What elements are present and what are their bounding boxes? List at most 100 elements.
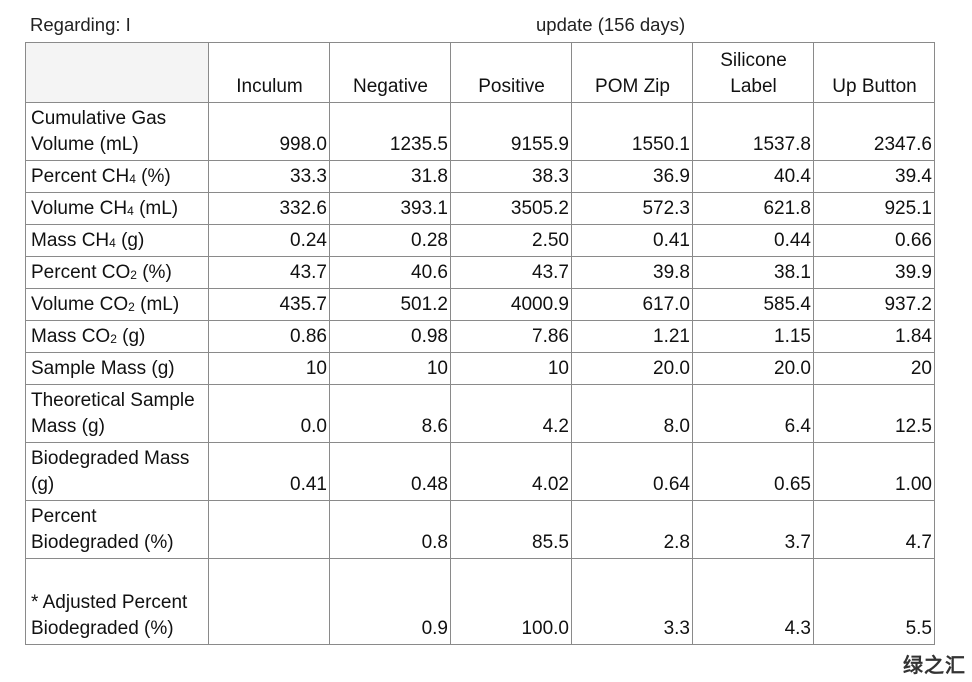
table-cell: 2347.6	[813, 102, 935, 161]
table-row: Percent Biodegraded (%) 0.8 85.5 2.8 3.7 4.7	[25, 500, 935, 559]
header-inculum: Inculum	[208, 42, 330, 103]
table-cell	[208, 558, 330, 645]
table-cell: 38.3	[450, 160, 572, 193]
table-cell: 572.3	[571, 192, 693, 225]
table-cell: 10	[329, 352, 451, 385]
table-cell: 0.86	[208, 320, 330, 353]
table-cell: 925.1	[813, 192, 935, 225]
table-cell: 6.4	[692, 384, 814, 443]
table-cell: 20.0	[692, 352, 814, 385]
table-cell: 1537.8	[692, 102, 814, 161]
table-cell: 393.1	[329, 192, 451, 225]
heading-prefix: Regarding: I	[30, 14, 131, 35]
row-label: * Adjusted Percent Biodegraded (%)	[25, 558, 209, 645]
table-row: Volume CH4 (mL) 332.6 393.1 3505.2 572.3 621.…	[25, 192, 935, 225]
table-cell: 43.7	[450, 256, 572, 289]
header-blank	[25, 42, 209, 103]
table-row: Volume CO2 (mL) 435.7 501.2 4000.9 617.0 585.…	[25, 288, 935, 321]
table-cell: 617.0	[571, 288, 693, 321]
row-label: Percent CO2 (%)	[25, 256, 209, 289]
table-row: Mass CO2 (g) 0.86 0.98 7.86 1.21 1.15 1.84	[25, 320, 935, 353]
table-cell: 7.86	[450, 320, 572, 353]
table-cell: 0.41	[208, 442, 330, 501]
watermark-logo: 绿之汇	[903, 653, 966, 677]
row-label: Sample Mass (g)	[25, 352, 209, 385]
table-cell: 0.48	[329, 442, 451, 501]
row-label: Percent CH4 (%)	[25, 160, 209, 193]
table-cell: 38.1	[692, 256, 814, 289]
table-cell: 12.5	[813, 384, 935, 443]
table-cell: 10	[208, 352, 330, 385]
table-cell: 85.5	[450, 500, 572, 559]
row-label: Mass CO2 (g)	[25, 320, 209, 353]
document-heading: Regarding: I update (156 days)	[30, 12, 730, 38]
heading-suffix: update (156 days)	[536, 14, 686, 35]
table-cell: 4.3	[692, 558, 814, 645]
table-cell: 0.41	[571, 224, 693, 257]
table-cell: 0.8	[329, 500, 451, 559]
table-cell: 0.28	[329, 224, 451, 257]
table-cell: 20	[813, 352, 935, 385]
table-cell: 40.4	[692, 160, 814, 193]
header-negative: Negative	[329, 42, 451, 103]
table-cell: 621.8	[692, 192, 814, 225]
table-cell: 3505.2	[450, 192, 572, 225]
row-label: Cumulative Gas Volume (mL)	[25, 102, 209, 161]
table-cell: 0.65	[692, 442, 814, 501]
table-cell: 0.98	[329, 320, 451, 353]
table-cell: 4.02	[450, 442, 572, 501]
row-label: Theoretical Sample Mass (g)	[25, 384, 209, 443]
table-cell: 39.9	[813, 256, 935, 289]
table-cell: 0.24	[208, 224, 330, 257]
table-cell: 435.7	[208, 288, 330, 321]
table-cell: 8.6	[329, 384, 451, 443]
table-cell: 40.6	[329, 256, 451, 289]
table-cell: 2.8	[571, 500, 693, 559]
header-row: Inculum Negative Positive POM Zip Silico…	[25, 42, 935, 103]
table-row: Theoretical Sample Mass (g) 0.0 8.6 4.2 8.0 6…	[25, 384, 935, 443]
table-cell: 937.2	[813, 288, 935, 321]
row-label: Percent Biodegraded (%)	[25, 500, 209, 559]
row-label: Biodegraded Mass (g)	[25, 442, 209, 501]
table-cell: 100.0	[450, 558, 572, 645]
table-cell: 2.50	[450, 224, 572, 257]
table-cell: 501.2	[329, 288, 451, 321]
table-row: Mass CH4 (g) 0.24 0.28 2.50 0.41 0.44 0.66	[25, 224, 935, 257]
table-cell: 998.0	[208, 102, 330, 161]
table-cell: 4000.9	[450, 288, 572, 321]
table-cell: 1.15	[692, 320, 814, 353]
table-cell: 0.66	[813, 224, 935, 257]
table-row: * Adjusted Percent Biodegraded (%) 0.9 100…	[25, 558, 935, 645]
table-cell	[208, 500, 330, 559]
table-cell: 3.3	[571, 558, 693, 645]
table-cell: 0.9	[329, 558, 451, 645]
row-label: Volume CH4 (mL)	[25, 192, 209, 225]
table-cell: 1.21	[571, 320, 693, 353]
table-cell: 39.8	[571, 256, 693, 289]
table-cell: 1.00	[813, 442, 935, 501]
table-cell: 5.5	[813, 558, 935, 645]
row-label: Volume CO2 (mL)	[25, 288, 209, 321]
table-cell: 4.7	[813, 500, 935, 559]
header-pom-zip: POM Zip	[571, 42, 693, 103]
row-label: Mass CH4 (g)	[25, 224, 209, 257]
table-cell: 1235.5	[329, 102, 451, 161]
table-cell: 8.0	[571, 384, 693, 443]
table-row: Percent CH4 (%) 33.3 31.8 38.3 36.9 40.4 39.4	[25, 160, 935, 193]
table-cell: 39.4	[813, 160, 935, 193]
header-positive: Positive	[450, 42, 572, 103]
table-cell: 36.9	[571, 160, 693, 193]
table-cell: 33.3	[208, 160, 330, 193]
table-cell: 31.8	[329, 160, 451, 193]
table-cell: 1550.1	[571, 102, 693, 161]
table-cell: 3.7	[692, 500, 814, 559]
biodegradation-table: Inculum Negative Positive POM Zip Silico…	[25, 42, 935, 645]
header-silicone-label: Silicone Label	[692, 42, 814, 103]
table-cell: 9155.9	[450, 102, 572, 161]
table-row: Biodegraded Mass (g) 0.41 0.48 4.02 0.64 0.65…	[25, 442, 935, 501]
table-cell: 0.64	[571, 442, 693, 501]
table-row: Sample Mass (g) 10 10 10 20.0 20.0 20	[25, 352, 935, 385]
table-cell: 4.2	[450, 384, 572, 443]
table-row: Percent CO2 (%) 43.7 40.6 43.7 39.8 38.1 39.9	[25, 256, 935, 289]
table-cell: 0.44	[692, 224, 814, 257]
